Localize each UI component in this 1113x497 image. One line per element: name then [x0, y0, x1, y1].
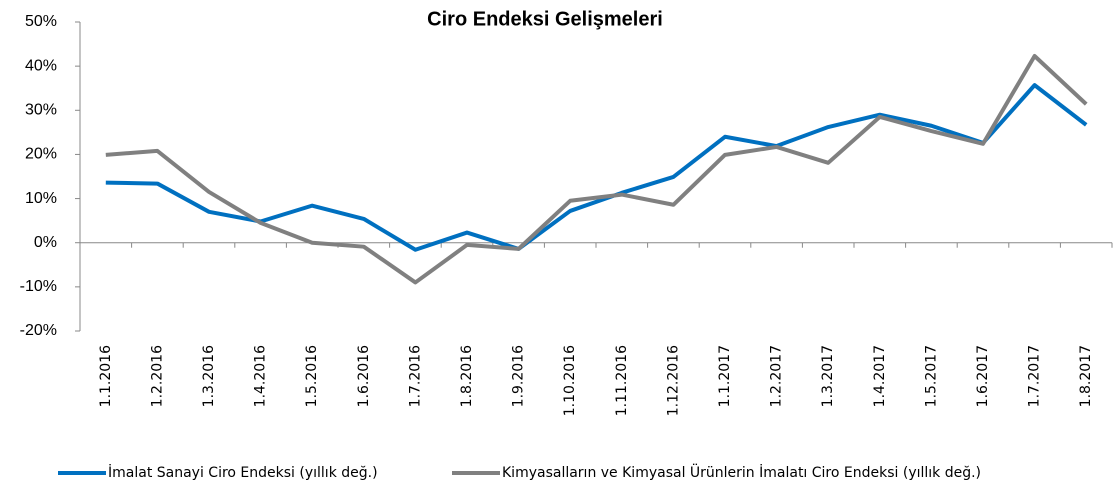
- x-tick-label: 1.8.2016: [459, 345, 475, 407]
- x-tick-label: 1.2.2016: [149, 345, 165, 407]
- x-tick-label: 1.1.2017: [717, 345, 733, 407]
- legend-label: İmalat Sanayi Ciro Endeksi (yıllık değ.): [108, 463, 378, 481]
- y-tick-label: 30%: [25, 102, 57, 119]
- x-tick-label: 1.11.2016: [614, 345, 630, 416]
- y-tick-label: 50%: [25, 13, 57, 30]
- y-tick-label: 40%: [25, 57, 57, 74]
- series-line: [105, 83, 1088, 252]
- x-tick-label: 1.6.2016: [356, 345, 372, 407]
- x-tick-label: 1.3.2017: [820, 345, 836, 407]
- x-tick-label: 1.2.2017: [769, 345, 785, 407]
- x-tick-label: 1.5.2016: [304, 345, 320, 407]
- x-tick-label: 1.4.2016: [253, 345, 269, 407]
- x-tick-label: 1.6.2017: [975, 345, 991, 407]
- x-tick-label: 1.1.2016: [98, 345, 114, 407]
- series-line: [105, 53, 1088, 285]
- legend-label: Kimyasalların ve Kimyasal Ürünlerin İmal…: [502, 463, 981, 481]
- x-tick-label: 1.10.2016: [562, 345, 578, 416]
- y-tick-label: 20%: [25, 146, 57, 163]
- x-tick-label: 1.5.2017: [923, 345, 939, 407]
- x-tick-label: 1.4.2017: [872, 345, 888, 407]
- y-tick-label: -10%: [20, 278, 57, 295]
- x-tick-label: 1.7.2016: [407, 345, 423, 407]
- x-tick-label: 1.9.2016: [511, 345, 527, 407]
- x-tick-label: 1.12.2016: [665, 345, 681, 416]
- chart-title: Ciro Endeksi Gelişmeleri: [427, 8, 663, 30]
- y-tick-label: 0%: [34, 234, 57, 251]
- x-tick-label: 1.3.2016: [201, 345, 217, 407]
- y-tick-label: 10%: [25, 190, 57, 207]
- x-tick-label: 1.8.2017: [1078, 345, 1094, 407]
- x-tick-label: 1.7.2017: [1027, 345, 1043, 407]
- y-tick-label: -20%: [20, 322, 57, 339]
